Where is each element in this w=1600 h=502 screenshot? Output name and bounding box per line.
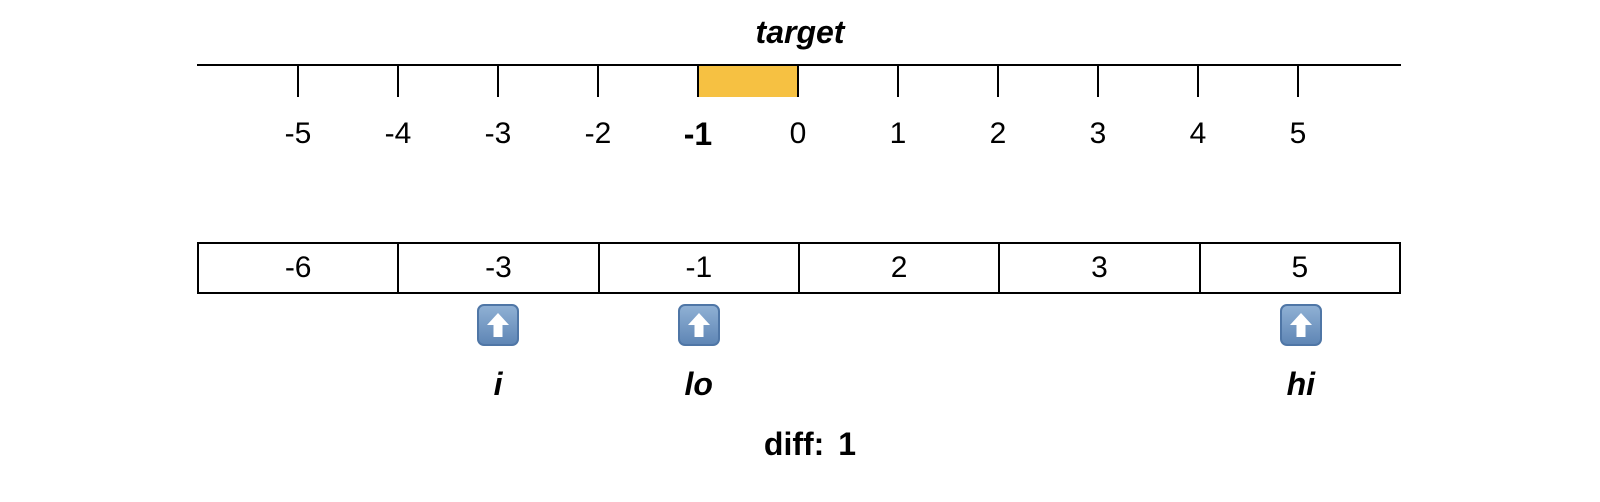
diff-readout: diff: 1 xyxy=(700,424,920,464)
tick-label: -5 xyxy=(284,117,312,150)
pointer-label-i: i xyxy=(493,366,503,402)
pointer-label-lo: lo xyxy=(684,366,713,402)
sorted-array: -6 -3 -1 2 3 5 xyxy=(197,242,1401,294)
up-arrow-icon xyxy=(1279,304,1322,346)
tick-label: 4 xyxy=(1189,117,1207,150)
array-cell: 5 xyxy=(1291,251,1309,284)
array-cell: -1 xyxy=(600,244,800,292)
diff-value: 1 xyxy=(838,426,857,462)
up-arrow-icon xyxy=(677,304,720,346)
number-line xyxy=(197,64,1401,97)
array-cell: -6 xyxy=(199,244,400,292)
array-cell: 2 xyxy=(800,244,1001,292)
tick-label: -1 xyxy=(683,116,713,152)
array-cell: 3 xyxy=(1000,244,1201,292)
up-arrow-icon xyxy=(477,304,520,346)
tick-label: -4 xyxy=(384,117,412,150)
tick-label: 0 xyxy=(789,117,807,150)
tick-label: 3 xyxy=(1089,117,1107,150)
tick-label: -2 xyxy=(584,117,612,150)
target-highlight xyxy=(698,65,798,97)
tick-label: -3 xyxy=(484,117,512,150)
array-cell: -3 xyxy=(399,244,600,292)
pointer-hi: hi xyxy=(1271,304,1331,402)
tick-label: 5 xyxy=(1289,117,1307,150)
tick-label: 1 xyxy=(889,117,907,150)
diff-label: diff: xyxy=(763,426,825,462)
pointer-label-hi: hi xyxy=(1286,366,1316,402)
tick-marks xyxy=(297,65,1299,97)
tick-label: 2 xyxy=(989,117,1007,150)
pointer-lo: lo xyxy=(669,304,729,402)
target-label: target xyxy=(755,14,845,50)
pointer-i: i xyxy=(468,304,528,402)
